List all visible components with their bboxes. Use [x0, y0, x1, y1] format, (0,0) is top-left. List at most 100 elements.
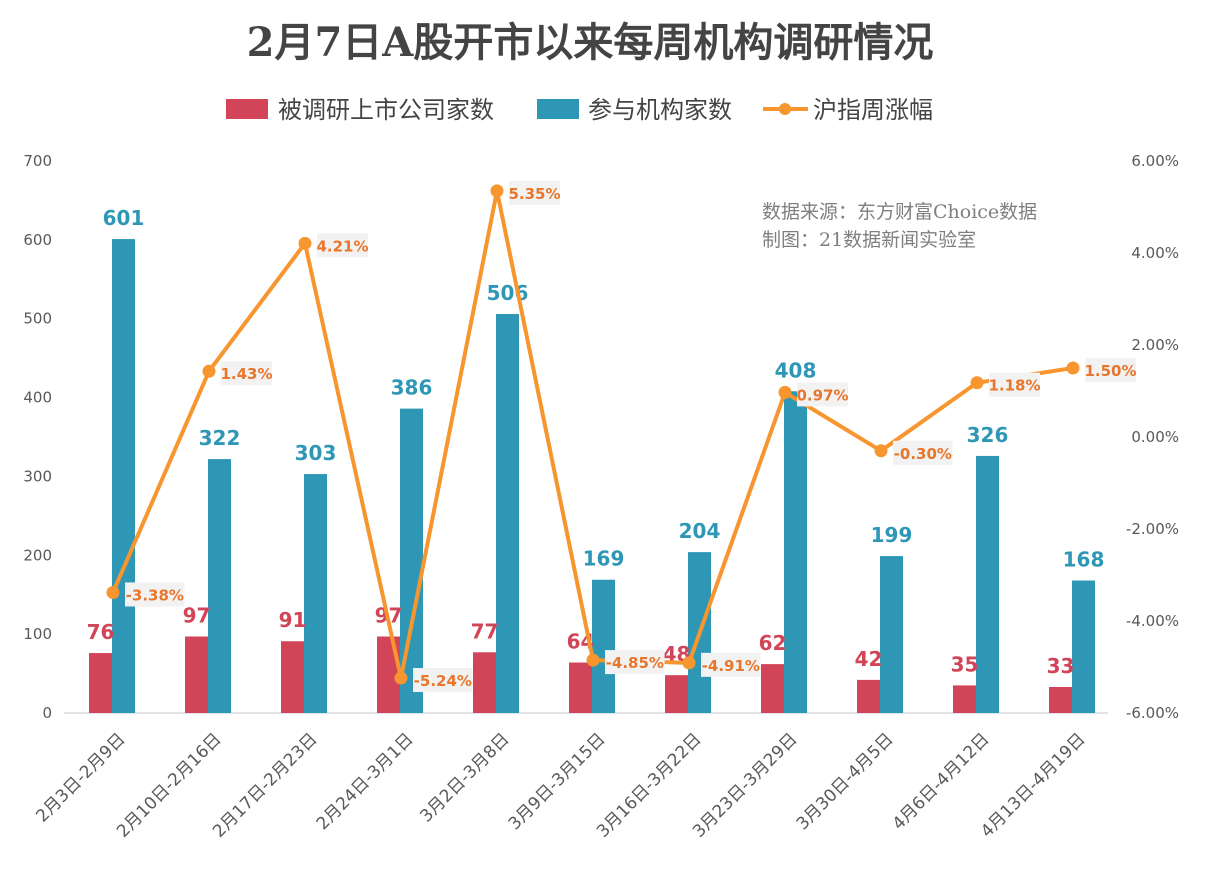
index-data-label: 1.43%: [220, 365, 272, 383]
index-label-box: [221, 361, 272, 386]
index-point: [106, 585, 120, 599]
y-right-tick-label: -6.00%: [1126, 704, 1179, 722]
y-right-tick-label: 6.00%: [1131, 152, 1179, 170]
bar-institutions: [400, 408, 423, 713]
index-data-label: 4.21%: [316, 237, 368, 255]
index-label-box: [701, 652, 761, 677]
bar-companies: [473, 652, 496, 713]
data-label-companies: 42: [855, 647, 883, 671]
x-tick-label: 2月3日-2月9日: [32, 729, 129, 826]
y-right-tick-label: 4.00%: [1131, 244, 1179, 262]
bar-institutions: [208, 459, 231, 713]
x-tick-label: 3月23日-3月29日: [689, 729, 801, 841]
x-tick-label: 2月17日-2月23日: [209, 729, 321, 841]
y-left-tick-label: 700: [23, 152, 52, 170]
index-point: [778, 385, 792, 399]
index-data-label: -3.38%: [126, 586, 184, 604]
bar-companies: [185, 636, 208, 713]
y-left-tick-label: 500: [23, 310, 52, 328]
index-label-box: [1085, 358, 1136, 382]
x-tick-label: 3月2日-3月8日: [416, 729, 513, 826]
x-axis-labels: 2月3日-2月9日2月10日-2月16日2月17日-2月23日2月24日-3月1…: [32, 729, 1089, 841]
y-axis-right: -6.00% -4.00% -2.00% 0.00% 2.00% 4.00% 6.00%: [1126, 152, 1179, 722]
data-label-institutions: 386: [391, 376, 433, 400]
data-label-companies: 33: [1047, 654, 1075, 678]
bar-institutions: [1072, 580, 1095, 713]
bar-institutions: [592, 579, 615, 713]
x-tick-label: 2月24日-3月1日: [313, 729, 418, 834]
data-label-institutions: 303: [295, 441, 337, 465]
x-tick-label: 3月16日-3月22日: [593, 729, 705, 841]
bar-institutions: [880, 556, 903, 713]
data-label-institutions: 168: [1063, 548, 1105, 572]
index-point: [682, 656, 696, 670]
index-label-box: [893, 440, 953, 465]
legend-swatch-institutions: [537, 99, 579, 119]
x-tick-label: 3月9日-3月15日: [505, 729, 610, 834]
data-label-institutions: 199: [871, 523, 913, 547]
y-axis-left: 0 100 200 300 400 500 600 700: [23, 152, 52, 722]
index-label-box: [125, 582, 185, 607]
bar-companies: [953, 685, 976, 713]
index-label-box: [509, 180, 560, 205]
data-label-institutions: 204: [679, 519, 721, 543]
index-label-box: [413, 668, 473, 693]
bar-companies: [89, 653, 112, 713]
data-label-institutions: 506: [487, 281, 529, 305]
bar-data-labels: 7660197322913039738677506641694820462408…: [87, 206, 1105, 678]
data-label-institutions: 326: [967, 423, 1009, 447]
index-data-label: 1.18%: [988, 377, 1040, 395]
data-label-companies: 97: [183, 604, 211, 628]
index-data-label: 0.97%: [796, 386, 848, 404]
y-right-tick-label: 2.00%: [1131, 336, 1179, 354]
x-tick-label: 3月30日-4月5日: [793, 729, 898, 834]
source-text: 数据来源：东方财富Choice数据: [762, 201, 1037, 223]
index-point: [490, 184, 504, 198]
y-left-tick-label: 300: [23, 467, 52, 485]
source-annotation: 数据来源：东方财富Choice数据 制图：21数据新闻实验室: [762, 201, 1037, 251]
data-label-institutions: 169: [583, 547, 625, 571]
chart-title: 2月7日A股开市以来每周机构调研情况: [247, 19, 934, 66]
data-label-companies: 91: [279, 608, 307, 632]
bar-companies: [665, 675, 688, 713]
y-left-tick-label: 0: [42, 704, 52, 722]
index-label-box: [797, 382, 848, 407]
y-right-tick-label: -2.00%: [1126, 520, 1179, 538]
legend-label-institutions: 参与机构家数: [588, 96, 732, 124]
data-label-companies: 77: [471, 619, 499, 643]
index-point: [394, 671, 408, 685]
data-label-institutions: 408: [775, 358, 817, 382]
legend-label-index: 沪指周涨幅: [813, 96, 933, 124]
y-left-tick-label: 100: [23, 625, 52, 643]
index-data-label: 5.35%: [508, 185, 560, 203]
line-series: -3.38% 1.43% 4.21% -5.24% 5.35% -4.85% -4.91% 0…: [106, 180, 1137, 693]
y-right-tick-label: 0.00%: [1131, 428, 1179, 446]
x-tick-label: 2月10日-2月16日: [113, 729, 225, 841]
index-point: [874, 444, 888, 458]
bar-institutions: [112, 239, 135, 713]
index-data-label: 1.50%: [1084, 362, 1136, 380]
index-point: [586, 653, 600, 667]
index-point: [298, 236, 312, 250]
data-label-companies: 35: [951, 652, 979, 676]
legend-swatch-companies: [226, 99, 268, 119]
index-point: [1066, 361, 1080, 375]
index-data-label: -5.24%: [414, 672, 472, 690]
x-tick-label: 4月6日-4月12日: [889, 729, 994, 834]
bar-institutions: [496, 313, 519, 713]
bar-companies: [281, 641, 304, 713]
bar-companies: [569, 662, 592, 713]
bar-institutions: [976, 455, 999, 713]
data-label-companies: 76: [87, 620, 115, 644]
index-data-label: -4.91%: [702, 657, 760, 675]
bar-institutions: [784, 391, 807, 713]
index-point: [202, 364, 216, 378]
data-label-companies: 62: [759, 631, 787, 655]
index-point: [970, 376, 984, 390]
bar-companies: [1049, 686, 1072, 713]
x-tick-label: 4月13日-4月19日: [977, 729, 1089, 841]
legend-marker-index: [779, 103, 791, 115]
index-label-box: [989, 372, 1040, 397]
